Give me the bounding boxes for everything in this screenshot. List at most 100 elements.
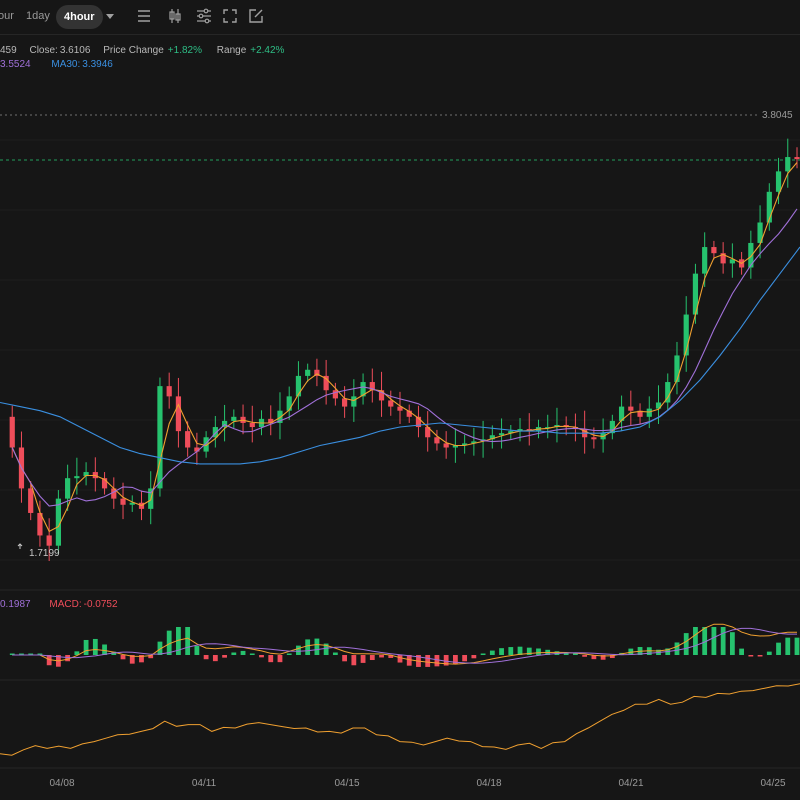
candle-body-74 [683, 314, 689, 356]
macd-histogram-bar-37 [351, 655, 357, 666]
macd-dif-line [12, 623, 797, 665]
candle-body-56 [517, 429, 523, 432]
macd-histogram-bar-23 [222, 655, 227, 658]
candlestick-icon[interactable] [166, 7, 184, 25]
candle-body-11 [101, 478, 108, 489]
macd-histogram-bar-7 [74, 651, 80, 655]
candle-body-43 [397, 406, 403, 411]
moving-averages [0, 162, 800, 533]
edit-icon[interactable] [247, 7, 265, 25]
candle-body-71 [655, 402, 662, 409]
ma-short-line [11, 162, 798, 533]
low-price-label: 1.7199 [29, 548, 60, 559]
macd-histogram-bar-77 [720, 627, 726, 655]
candle-body-46 [425, 427, 431, 438]
candle-body-50 [462, 443, 468, 446]
interval-4hour[interactable]: 4hour [56, 5, 103, 29]
candles [9, 138, 800, 562]
menu-icon[interactable] [135, 7, 153, 25]
low-marker-icon [17, 543, 23, 549]
macd-histogram-bar-53 [499, 648, 504, 655]
macd-histogram-bar-31 [296, 645, 301, 655]
ma-short-value: 3.5524 [0, 59, 31, 70]
candle-body-35 [323, 375, 329, 391]
candle-body-18 [166, 386, 172, 397]
candle-body-32 [295, 375, 302, 397]
ma30-label: MA30: [51, 59, 81, 70]
candle-body-69 [637, 410, 643, 417]
macd-histogram-bar-54 [508, 647, 514, 655]
candle-body-78 [720, 253, 726, 264]
macd-histogram-bar-4 [46, 655, 52, 666]
macd-histogram-bar-85 [794, 637, 800, 655]
x-tick-label-1: 04/11 [192, 778, 217, 789]
candle-body-24 [221, 420, 228, 428]
macd-histogram-bar-55 [517, 646, 523, 655]
candle-body-83 [766, 191, 772, 223]
macd-histogram-bar-49 [462, 655, 468, 662]
macd-histogram-bar-15 [148, 655, 154, 659]
x-tick-label-5: 04/25 [760, 778, 785, 789]
candle-body-40 [369, 382, 375, 391]
candle-body-34 [314, 369, 320, 376]
candle-body-1 [9, 416, 15, 448]
candle-body-81 [748, 242, 754, 268]
macd-histogram-bar-12 [120, 655, 126, 660]
macd-histogram-bar-16 [157, 641, 163, 655]
macd-histogram-bar-0 [9, 653, 15, 655]
macd-histogram-bar-43 [406, 655, 412, 666]
candle-body-25 [231, 416, 237, 421]
macd-histogram-bar-50 [471, 655, 477, 659]
candle-body-44 [406, 410, 412, 417]
macd-histogram-bar-83 [776, 642, 781, 655]
candle-body-19 [175, 396, 182, 432]
macd-histogram-bar-29 [277, 655, 283, 663]
dropdown-icon[interactable] [101, 7, 119, 25]
x-tick-label-2: 04/15 [334, 778, 359, 789]
candle-body-75 [692, 273, 699, 315]
range-label: Range [216, 45, 247, 56]
macd-histogram-bar-35 [332, 652, 338, 655]
macd-value: -0.0752 [83, 599, 118, 610]
fullscreen-icon[interactable] [221, 7, 239, 25]
macd-fragment-value: 0.1987 [0, 599, 31, 610]
grid [0, 139, 800, 769]
range-value: +2.42% [250, 45, 285, 56]
candle-body-9 [83, 472, 89, 477]
candle-body-67 [618, 406, 625, 421]
macd-histogram-bar-28 [268, 655, 274, 663]
interval-partial-hour[interactable]: our [0, 10, 14, 22]
macd-histogram-bar-79 [739, 648, 745, 655]
macd-histogram-bar-46 [434, 655, 440, 667]
interval-1day[interactable]: 1day [26, 10, 50, 22]
candle-body-3 [28, 488, 34, 513]
macd-dea-line [12, 627, 797, 664]
candle-body-4 [37, 512, 43, 536]
macd-histogram-bar-60 [563, 652, 569, 655]
close-label: Close: [29, 45, 58, 56]
macd-histogram-bar-36 [342, 655, 348, 662]
macd-histogram-bar-63 [591, 655, 597, 660]
ma-info-row: 3.5524 MA30: 3.3946 [0, 59, 117, 70]
high-price-label: 3.8045 [762, 110, 793, 121]
candle-body-20 [185, 431, 191, 448]
candle-body-23 [212, 427, 218, 438]
sliders-icon[interactable] [195, 7, 213, 25]
candle-body-42 [388, 400, 394, 407]
open-value: 459 [0, 45, 17, 56]
candle-body-86 [794, 157, 800, 160]
candle-body-41 [378, 390, 385, 401]
candle-body-31 [286, 396, 292, 411]
candle-body-79 [729, 259, 735, 264]
macd-histogram-bar-26 [249, 653, 255, 655]
close-value: 3.6106 [59, 45, 91, 56]
macd-histogram-bar-6 [65, 655, 71, 662]
macd-histogram-bar-48 [452, 655, 458, 664]
macd-histogram-bar-76 [711, 627, 717, 655]
candle-body-7 [65, 478, 71, 499]
candle-body-53 [489, 435, 495, 440]
x-axis: 04/08 04/11 04/15 04/18 04/21 04/25 [49, 778, 785, 789]
macd-histogram-bar-8 [83, 639, 89, 655]
macd-histogram-bar-74 [693, 627, 698, 655]
